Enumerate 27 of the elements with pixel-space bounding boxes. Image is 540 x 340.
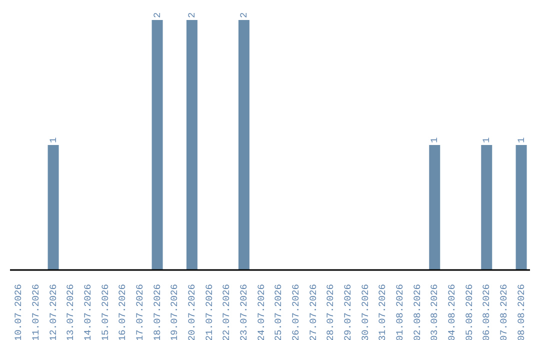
data-label: 1 (481, 137, 492, 143)
x-tick-label: 18.07.2026 (152, 284, 163, 340)
x-tick-label: 27.07.2026 (308, 284, 319, 340)
x-tick-label: 29.07.2026 (342, 284, 354, 340)
x-tick-label: 22.07.2026 (221, 284, 232, 340)
x-tick-label: 19.07.2026 (169, 284, 180, 340)
x-tick-label: 11.07.2026 (30, 284, 42, 340)
x-tick-label: 16.07.2026 (117, 284, 128, 340)
x-tick-label: 12.07.2026 (48, 284, 59, 340)
data-label: 1 (516, 137, 527, 143)
x-tick-label: 26.07.2026 (290, 284, 302, 340)
data-label: 2 (186, 12, 198, 18)
x-tick-label: 21.07.2026 (204, 284, 215, 340)
x-tick-label: 17.07.2026 (134, 284, 146, 340)
x-tick-label: 14.07.2026 (82, 284, 94, 340)
x-tick-label: 20.07.2026 (186, 284, 198, 340)
x-tick-label: 15.07.2026 (100, 284, 111, 340)
x-tick-label: 10.07.2026 (13, 284, 24, 340)
data-label: 2 (152, 12, 163, 18)
data-label: 1 (48, 137, 59, 143)
data-label: 2 (238, 12, 250, 18)
x-tick-label: 23.07.2026 (238, 284, 250, 340)
x-tick-label: 25.07.2026 (273, 284, 284, 340)
x-tick-label: 13.07.2026 (65, 284, 76, 340)
data-label: 1 (429, 137, 440, 143)
x-tick-label: 28.07.2026 (325, 284, 336, 340)
x-tick-label: 24.07.2026 (256, 284, 267, 340)
